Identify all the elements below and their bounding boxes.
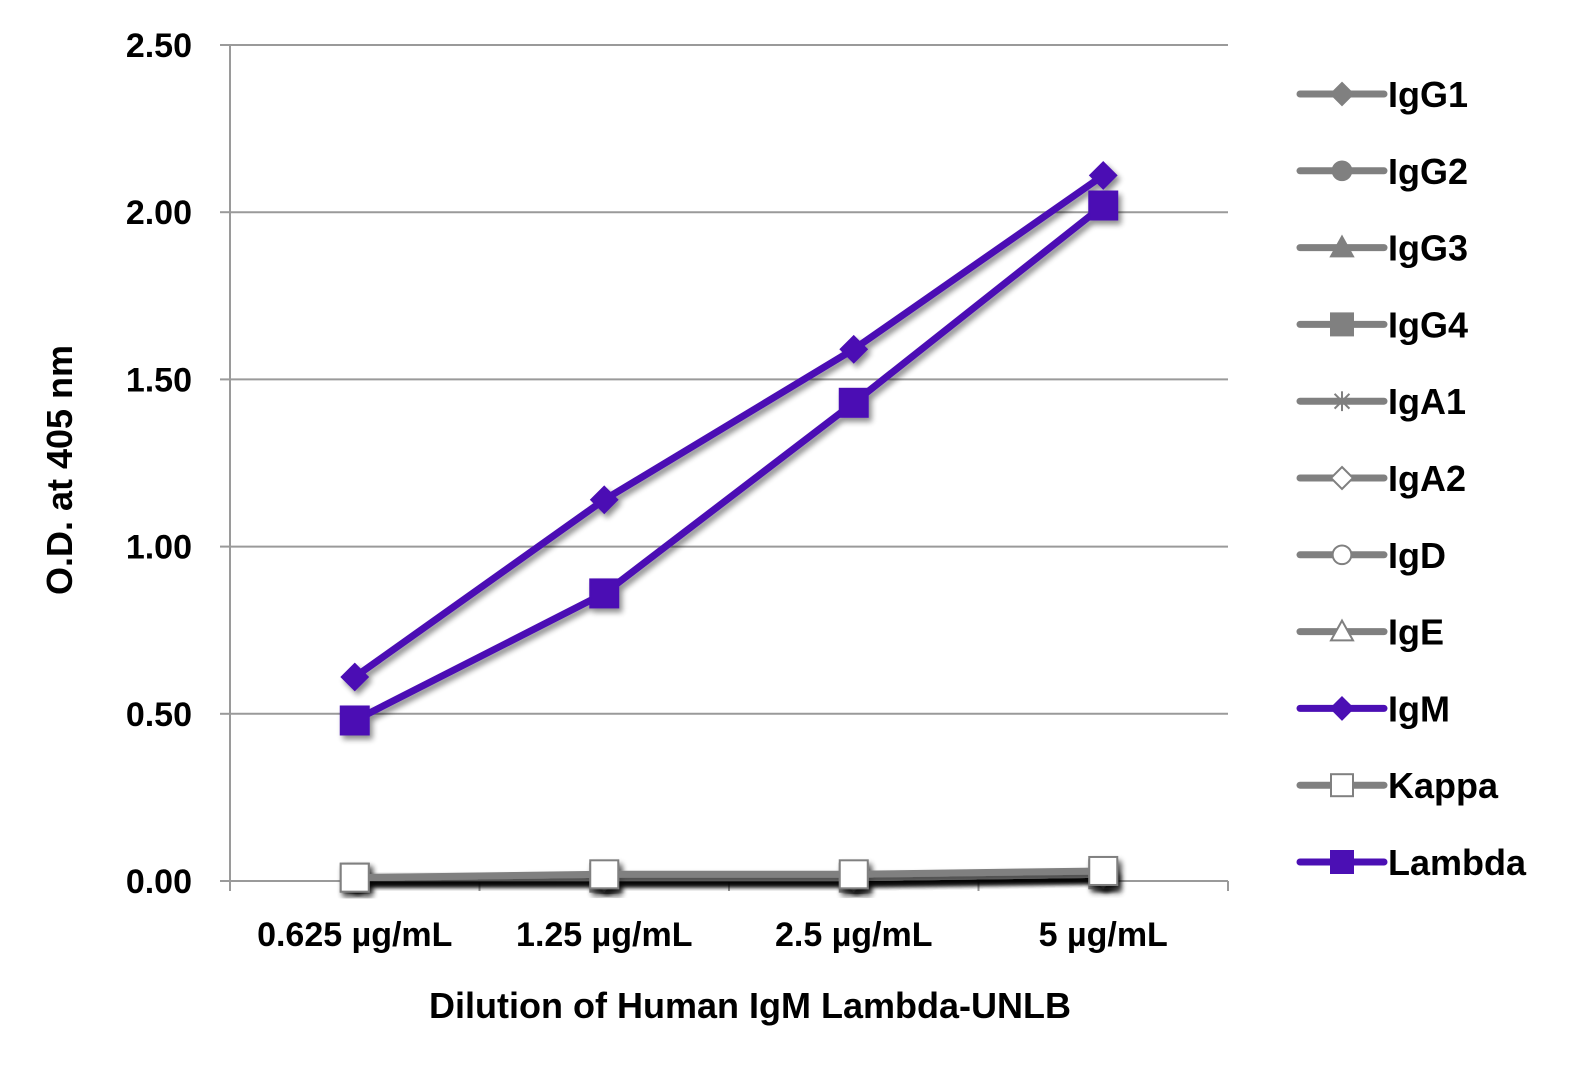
data-point-kappa bbox=[1088, 855, 1119, 886]
x-tick-label: 2.5 µg/mL bbox=[775, 916, 933, 954]
legend-item-igd: IgD bbox=[1296, 535, 1446, 576]
legend-label-igg2: IgG2 bbox=[1388, 151, 1468, 192]
legend-item-lambda: Lambda bbox=[1296, 842, 1527, 883]
legend-label-iga1: IgA1 bbox=[1388, 381, 1466, 422]
axes: 0.00 0.50 1.00 1.50 2.00 2.50 0.625 µg/mL 1.25 … bbox=[126, 27, 1229, 954]
legend-marker-igm bbox=[1329, 695, 1355, 721]
legend-label-lambda: Lambda bbox=[1388, 842, 1527, 883]
series-line-kappa bbox=[354, 867, 1104, 882]
gridlines bbox=[230, 44, 1228, 715]
data-point-kappa bbox=[339, 862, 370, 893]
legend-label-igm: IgM bbox=[1388, 688, 1450, 729]
data-point-igm bbox=[340, 662, 370, 692]
legend-marker-igg3 bbox=[1329, 234, 1355, 258]
series-igm bbox=[340, 161, 1118, 692]
y-tick-label: 2.00 bbox=[126, 194, 192, 232]
data-point-igm bbox=[839, 334, 869, 364]
x-tick-label: 0.625 µg/mL bbox=[257, 916, 452, 954]
data-point-lambda bbox=[589, 578, 620, 609]
legend-marker-iga2 bbox=[1329, 465, 1355, 491]
legend-item-kappa: Kappa bbox=[1296, 765, 1499, 806]
series-line-lambda bbox=[353, 202, 1106, 724]
legend-item-ige: IgE bbox=[1296, 612, 1444, 653]
legend-marker-igg4 bbox=[1330, 312, 1354, 337]
legend-label-igd: IgD bbox=[1388, 535, 1446, 576]
series-line-igm bbox=[352, 172, 1106, 680]
legend: IgG1 IgG2 IgG3 IgG4 IgA1 IgA2 IgD IgE IgM Kappa La… bbox=[1296, 74, 1527, 883]
legend-item-iga1: IgA1 bbox=[1296, 381, 1466, 422]
legend-label-igg4: IgG4 bbox=[1388, 304, 1468, 345]
y-tick-label: 0.00 bbox=[126, 863, 192, 901]
data-point-lambda bbox=[838, 387, 869, 418]
legend-marker-kappa bbox=[1330, 773, 1354, 798]
data-point-kappa bbox=[838, 859, 869, 890]
legend-item-igg3: IgG3 bbox=[1296, 228, 1468, 269]
y-tick-label: 2.50 bbox=[126, 27, 192, 65]
legend-label-ige: IgE bbox=[1388, 612, 1444, 653]
legend-label-igg3: IgG3 bbox=[1388, 228, 1468, 269]
legend-marker-lambda bbox=[1330, 850, 1354, 874]
legend-label-iga2: IgA2 bbox=[1388, 458, 1466, 499]
legend-item-iga2: IgA2 bbox=[1296, 458, 1466, 499]
data-point-igm bbox=[1088, 161, 1118, 190]
legend-label-kappa: Kappa bbox=[1388, 765, 1499, 806]
x-axis-title: Dilution of Human IgM Lambda-UNLB bbox=[429, 985, 1071, 1026]
legend-marker-ige bbox=[1329, 618, 1355, 642]
legend-item-igg2: IgG2 bbox=[1296, 151, 1468, 192]
legend-label-igg1: IgG1 bbox=[1388, 74, 1468, 115]
y-axis-title: O.D. at 405 nm bbox=[39, 345, 80, 595]
y-tick-label: 0.50 bbox=[126, 696, 192, 734]
series-group bbox=[339, 161, 1119, 893]
x-tick-label: 5 µg/mL bbox=[1039, 916, 1168, 954]
legend-marker-iga1 bbox=[1332, 391, 1352, 412]
legend-marker-igg1 bbox=[1329, 81, 1355, 107]
series-kappa bbox=[339, 855, 1119, 893]
series-lambda bbox=[339, 190, 1119, 736]
y-tick-label: 1.00 bbox=[126, 529, 192, 567]
data-point-kappa bbox=[589, 859, 620, 890]
data-point-lambda bbox=[1088, 190, 1119, 221]
legend-item-igg4: IgG4 bbox=[1296, 304, 1468, 345]
legend-marker-igg2 bbox=[1331, 160, 1353, 182]
x-tick-label: 1.25 µg/mL bbox=[516, 916, 692, 954]
legend-item-igg1: IgG1 bbox=[1296, 74, 1468, 115]
y-tick-label: 1.50 bbox=[126, 361, 192, 399]
data-point-lambda bbox=[339, 705, 370, 736]
legend-marker-igd bbox=[1331, 544, 1353, 566]
data-point-igm bbox=[589, 485, 619, 515]
legend-item-igm: IgM bbox=[1296, 688, 1450, 729]
